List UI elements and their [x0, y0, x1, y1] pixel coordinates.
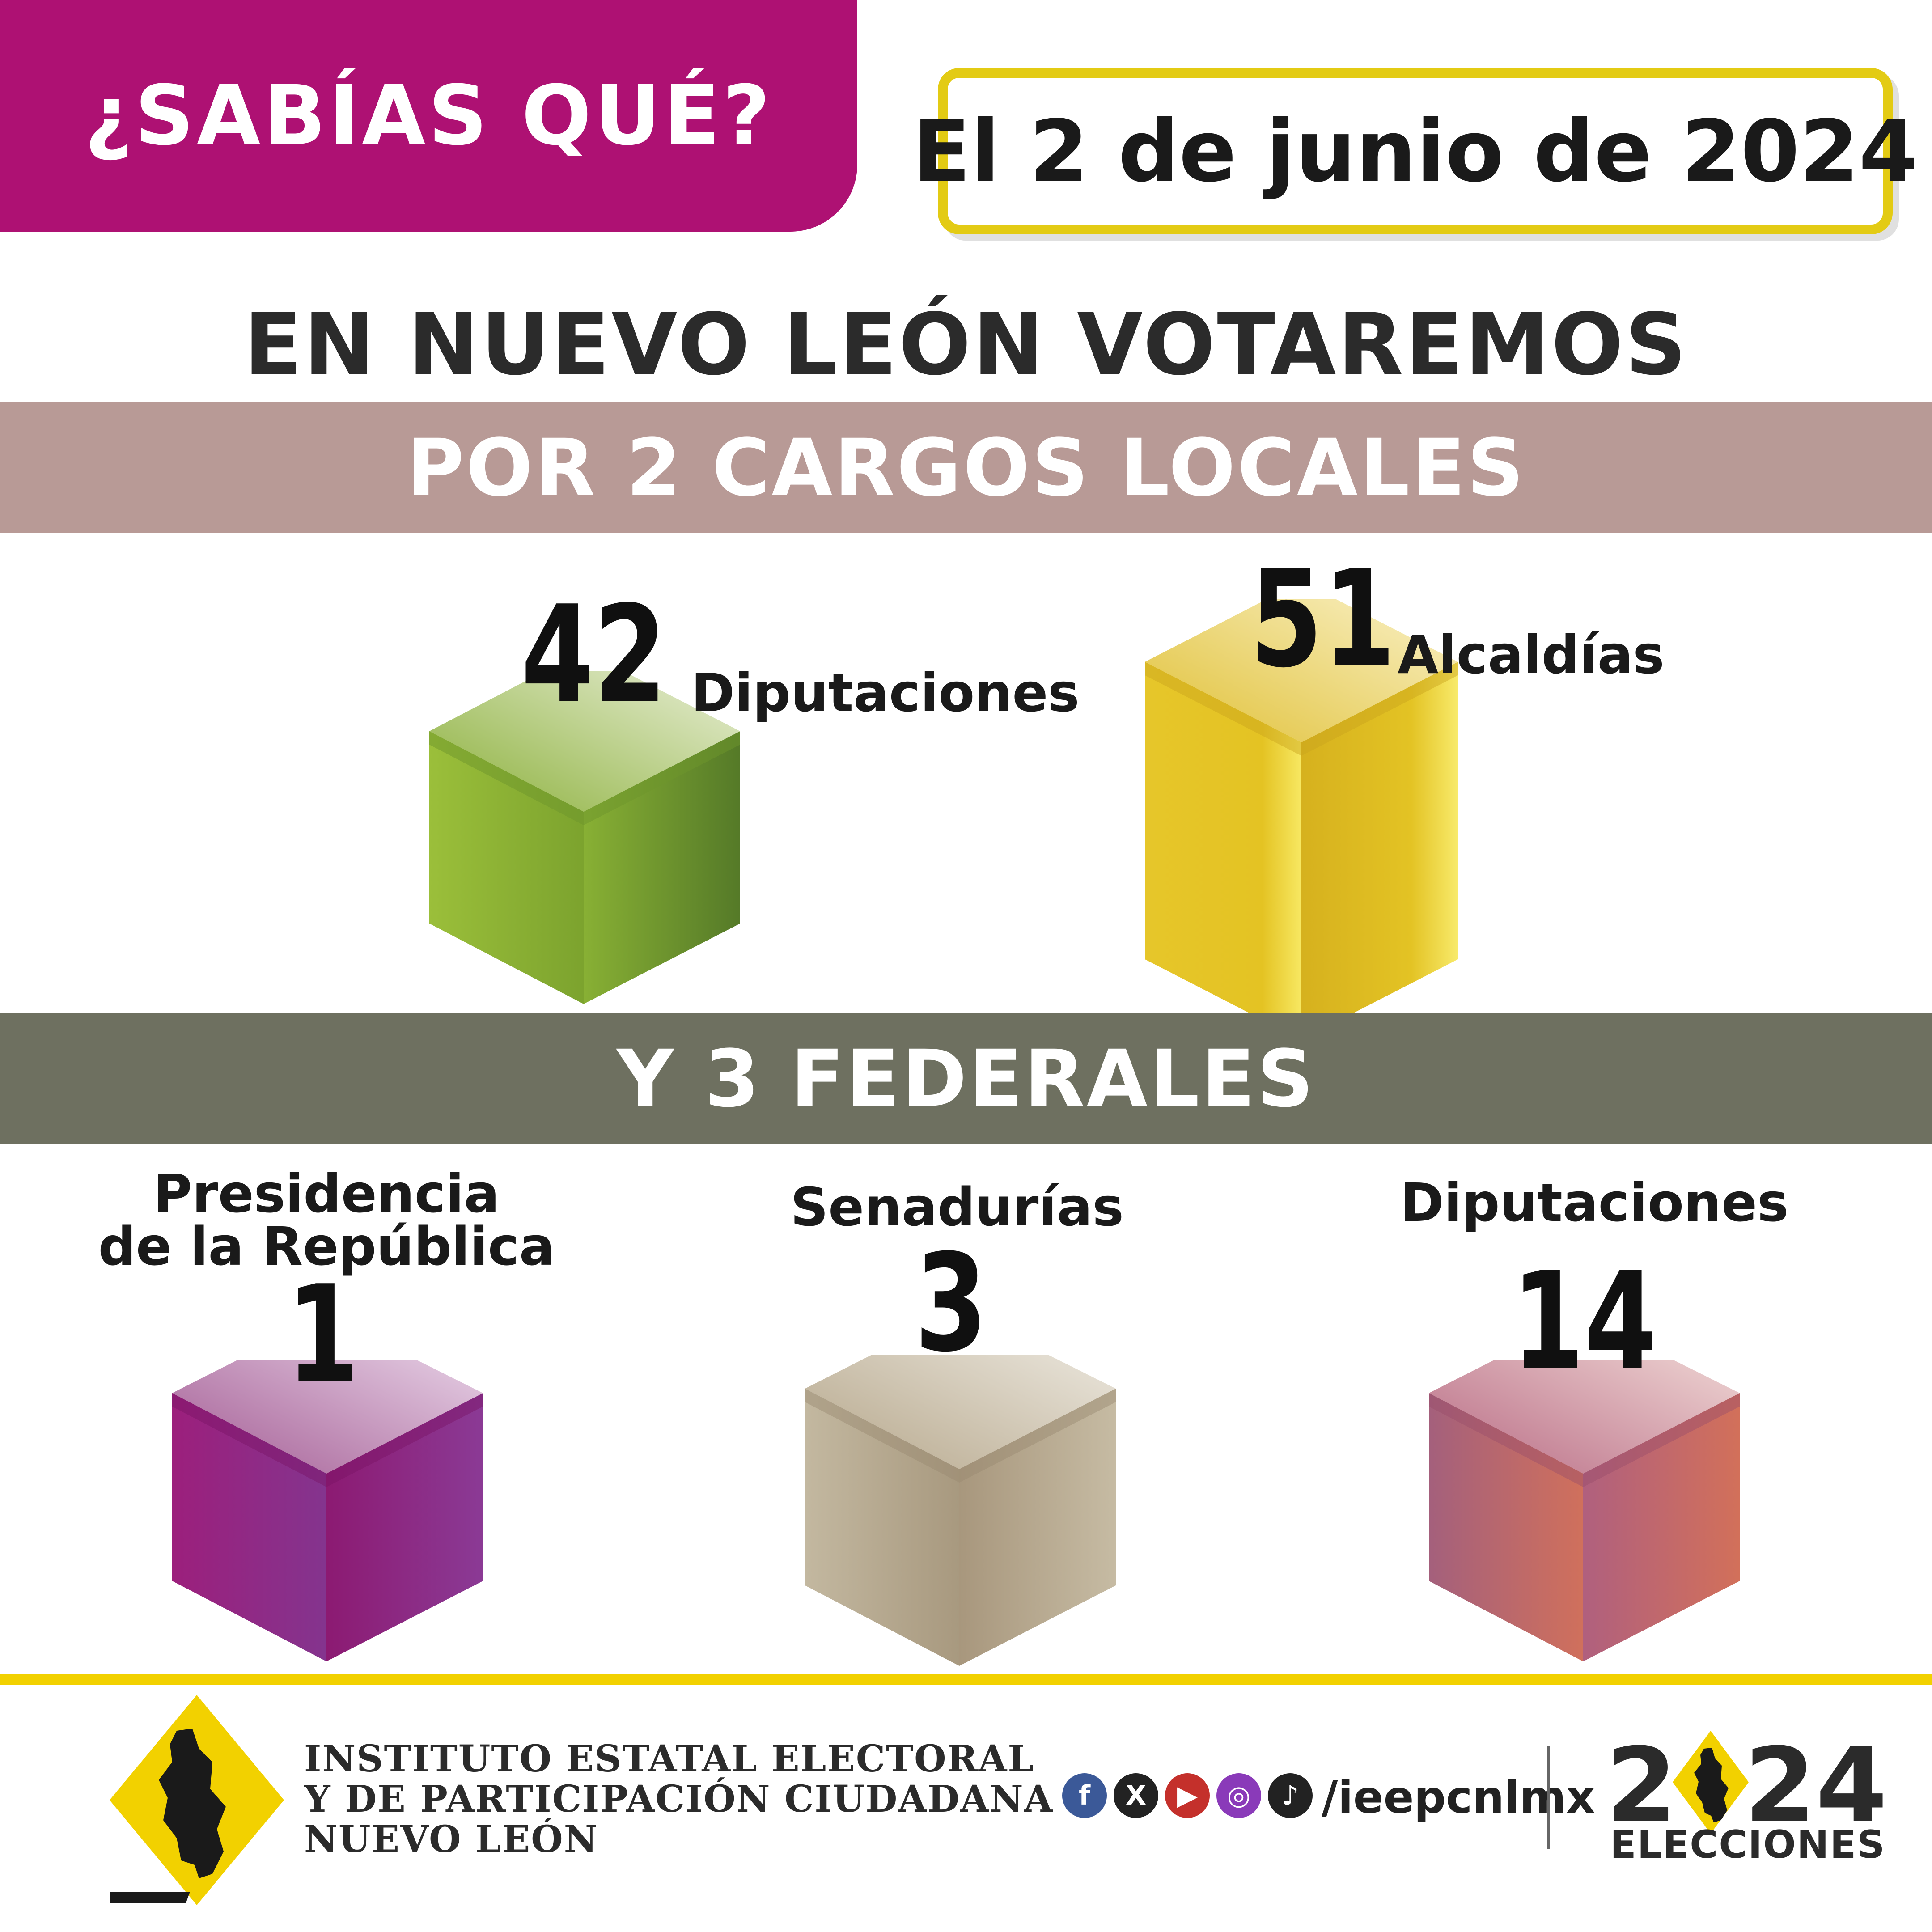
federal-presidencia-number: 1 — [286, 1257, 359, 1413]
instagram-icon[interactable]: ◎ — [1216, 1773, 1261, 1818]
elections-label: ELECCIONES — [1610, 1822, 1886, 1867]
federal-diputaciones-label-line1: Diputaciones — [1400, 1172, 1789, 1233]
youtube-icon[interactable]: ▶ — [1165, 1773, 1210, 1818]
local-diputaciones-label: Diputaciones — [691, 662, 1080, 724]
institute-name-line3: NUEVO LEÓN — [304, 1818, 598, 1861]
footer-vertical-divider — [1547, 1746, 1550, 1849]
local-alcaldias-number: 51 — [1250, 541, 1396, 697]
institute-name-line2: Y DE PARTICIPACIÓN CIUDADANA — [304, 1778, 1054, 1821]
federal-diputaciones-label: Diputaciones — [1326, 1176, 1863, 1229]
federal-band-label: Y 3 FEDERALES — [616, 1033, 1316, 1125]
date-box: El 2 de junio de 2024 — [913, 68, 1918, 234]
federal-band — [0, 1013, 1932, 1144]
x-icon[interactable]: X — [1114, 1773, 1158, 1818]
elections-2024-logo: 2 24 ELECCIONES — [1606, 1726, 1892, 1867]
federal-presidencia-label-line2: de la República — [98, 1216, 555, 1277]
institute-name-line1: INSTITUTO ESTATAL ELECTORAL — [304, 1737, 1034, 1780]
tiktok-icon[interactable]: ♪ — [1268, 1773, 1313, 1818]
federal-presidencia-label-line1: Presidencia — [153, 1163, 500, 1224]
federal-presidencia-cube-icon — [172, 1360, 483, 1661]
social-handle[interactable]: /ieepcnlmx — [1322, 1771, 1595, 1823]
local-band — [0, 402, 1932, 533]
header-tag-background — [0, 0, 857, 232]
local-diputaciones-cube-icon — [429, 671, 740, 1004]
federal-senadurias-cube-icon — [805, 1355, 1116, 1666]
elections-logo-diamond-icon — [1673, 1731, 1749, 1834]
header-tag: ¿SABÍAS QUÉ? — [84, 68, 773, 164]
facebook-icon[interactable]: f — [1062, 1773, 1107, 1818]
elections-year-digit: 2 — [1606, 1726, 1678, 1846]
footer-divider-line — [0, 1674, 1932, 1685]
federal-senadurias-number: 3 — [915, 1225, 987, 1381]
ieepc-logo-icon — [110, 1695, 284, 1905]
local-alcaldias-cube-icon — [1145, 599, 1458, 1040]
federal-presidencia-label: Presidencia de la República — [58, 1167, 595, 1273]
headline: EN NUEVO LEÓN VOTAREMOS — [244, 295, 1688, 394]
local-alcaldias-label: Alcaldías — [1398, 624, 1665, 686]
federal-senadurias-label-line1: Senadurías — [790, 1176, 1124, 1238]
federal-senadurias-label: Senadurías — [689, 1181, 1225, 1233]
elections-year-digits: 24 — [1744, 1726, 1888, 1846]
federal-diputaciones-number: 14 — [1512, 1243, 1657, 1399]
local-band-label: POR 2 CARGOS LOCALES — [406, 422, 1526, 514]
local-diputaciones-number: 42 — [521, 577, 667, 733]
federal-diputaciones-cube-icon — [1429, 1360, 1740, 1661]
